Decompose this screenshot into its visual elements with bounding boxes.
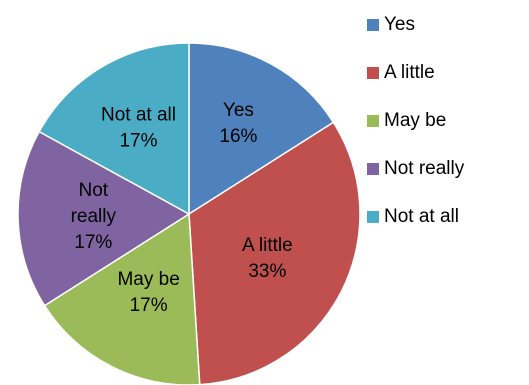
data-label-category-may-be: May be bbox=[117, 269, 179, 290]
legend-swatch-not-really bbox=[367, 163, 379, 175]
pie-slice-a-little bbox=[188, 121, 361, 385]
legend-label-not-at-all: Not at all bbox=[384, 206, 459, 227]
legend: Yes A little May be Not really Not at all bbox=[367, 14, 465, 227]
data-label-value-not-at-all: 17% bbox=[119, 131, 157, 152]
legend-swatch-may-be bbox=[367, 115, 379, 127]
legend-label-not-really: Not really bbox=[384, 158, 465, 179]
legend-swatch-yes bbox=[367, 19, 379, 31]
legend-swatch-not-at-all bbox=[367, 211, 379, 223]
pie-slice-not-really bbox=[17, 130, 191, 307]
data-label-category-a-little: A little bbox=[242, 235, 293, 256]
data-label-value-not-really: 17% bbox=[74, 232, 112, 253]
legend-label-yes: Yes bbox=[384, 14, 415, 35]
data-label-value-a-little: 33% bbox=[248, 261, 286, 282]
pie-slices bbox=[17, 42, 361, 385]
data-label-value-yes: 16% bbox=[219, 126, 257, 147]
pie-slice-not-at-all bbox=[38, 42, 190, 216]
legend-label-may-be: May be bbox=[384, 110, 446, 131]
data-label-category-yes: Yes bbox=[223, 100, 254, 121]
data-label-category-not-really: Not bbox=[78, 180, 108, 201]
legend-label-a-little: A little bbox=[384, 62, 435, 83]
data-label-category-not-at-all: Not at all bbox=[101, 105, 176, 126]
legend-swatch-a-little bbox=[367, 67, 379, 79]
data-label-value-may-be: 17% bbox=[130, 295, 168, 316]
data-label-category-not-really: really bbox=[71, 206, 117, 227]
pie-slice-yes bbox=[188, 42, 335, 216]
